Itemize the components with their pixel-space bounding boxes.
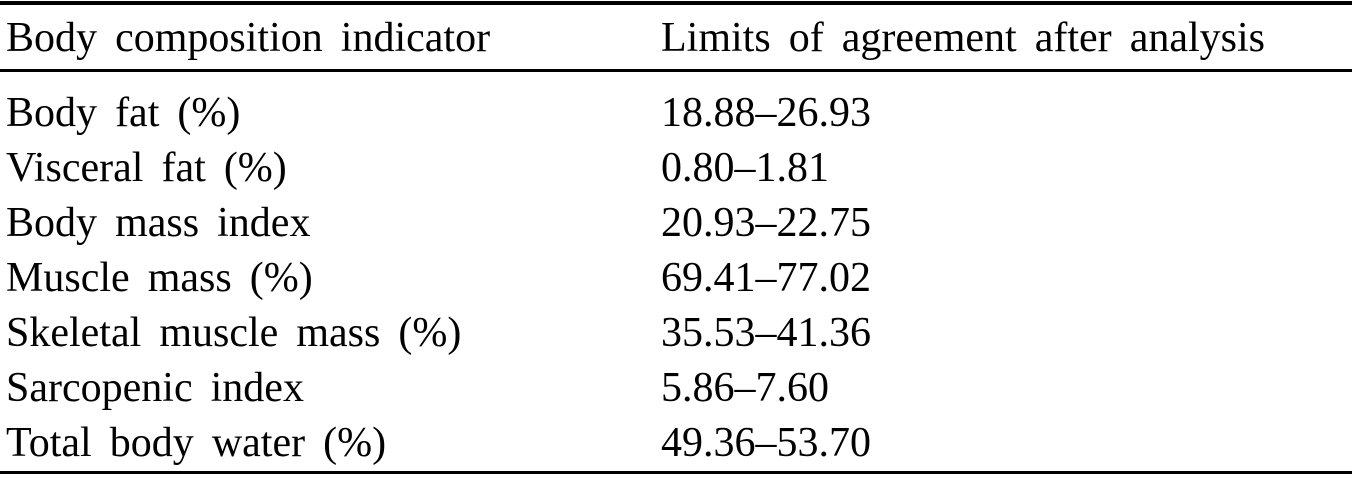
limits-cell: 35.53–41.36 [661,310,871,356]
indicator-cell: Body fat (%) [6,90,241,136]
table-row: Skeletal muscle mass (%) 35.53–41.36 [0,306,1352,361]
table-row: Sarcopenic index 5.86–7.60 [0,361,1352,416]
table-row: Visceral fat (%) 0.80–1.81 [0,141,1352,196]
limits-cell: 69.41–77.02 [661,255,871,301]
limits-cell: 18.88–26.93 [661,90,871,136]
limits-cell: 5.86–7.60 [661,365,829,411]
table-header-rule [0,69,1352,72]
table-row: Total body water (%) 49.36–53.70 [0,416,1352,471]
indicator-cell: Visceral fat (%) [6,145,287,191]
table-row: Body fat (%) 18.88–26.93 [0,86,1352,141]
table-header-row: Body composition indicator Limits of agr… [0,12,1352,64]
indicator-cell: Body mass index [6,200,311,246]
indicator-cell: Muscle mass (%) [6,255,313,301]
limits-cell: 20.93–22.75 [661,200,871,246]
indicator-cell: Sarcopenic index [6,365,304,411]
table-bottom-rule [0,471,1352,474]
table-top-rule [0,1,1352,5]
table-row: Muscle mass (%) 69.41–77.02 [0,251,1352,306]
limits-cell: 0.80–1.81 [661,145,829,191]
limits-cell: 49.36–53.70 [661,420,871,466]
table-row: Body mass index 20.93–22.75 [0,196,1352,251]
header-limits-of-agreement: Limits of agreement after analysis [661,15,1266,61]
header-body-composition-indicator: Body composition indicator [6,15,491,61]
indicator-cell: Total body water (%) [6,420,387,466]
indicator-cell: Skeletal muscle mass (%) [6,310,462,356]
